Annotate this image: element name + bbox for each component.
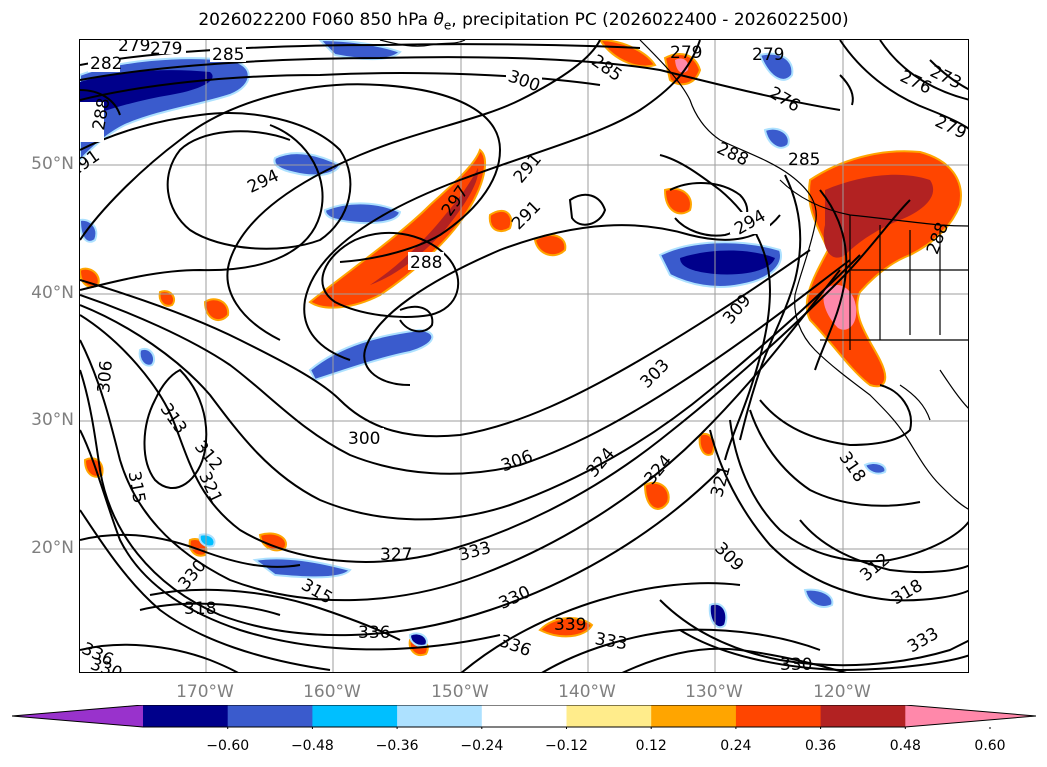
colorbar-tick-label: 0.36	[805, 738, 837, 754]
colorbar-swatch	[227, 705, 313, 727]
contour-label: 303	[637, 355, 674, 392]
contour-label: 330	[496, 582, 534, 614]
contour-label: 321	[194, 469, 226, 507]
colorbar-swatch	[651, 705, 737, 727]
contour-label: 291	[80, 146, 104, 181]
colorbar-swatch	[397, 705, 483, 727]
contour-label: 279	[752, 45, 784, 65]
colorbar-tick-label: 0.24	[720, 738, 752, 754]
colorbar-swatch	[481, 705, 567, 727]
contour-label: 282	[90, 54, 122, 74]
lat-label-50n: 50°N	[31, 154, 74, 174]
contour-label: 279	[118, 40, 150, 56]
lon-label-160w: 160°W	[303, 682, 361, 702]
contour-label: 288	[714, 139, 752, 171]
contour-label: 315	[124, 470, 149, 505]
lat-label-40n: 40°N	[31, 283, 74, 303]
colorbar-swatch	[820, 705, 906, 727]
contour-label-bg	[116, 40, 186, 54]
contour-label: 291	[508, 197, 545, 234]
contour-label: 294	[244, 166, 282, 198]
colorbar-tick-label: −0.36	[375, 738, 419, 754]
theta-e-contours	[80, 40, 968, 672]
lon-label-130w: 130°W	[685, 682, 743, 702]
contour-label: 312	[190, 437, 226, 475]
precip-west-coast-peak	[823, 284, 857, 330]
contour-label: 279	[150, 40, 182, 59]
contour-label: 312	[856, 549, 894, 585]
contour-label: 321	[707, 463, 735, 500]
colorbar-outline	[12, 705, 1036, 728]
colorbar-tick-label: 0.60	[974, 738, 1006, 754]
contour-label: 294	[731, 206, 769, 240]
contour-label: 273	[927, 62, 965, 94]
contour-label: 285	[212, 45, 244, 65]
contour-label: 333	[904, 624, 942, 658]
lat-label-30n: 30°N	[31, 410, 74, 430]
colorbar-tick-label: −0.48	[290, 738, 334, 754]
contour-label: 309	[719, 291, 755, 329]
contour-label: 318	[184, 599, 216, 619]
contour-label: 291	[510, 150, 546, 188]
lon-label-150w: 150°W	[431, 682, 489, 702]
colorbar-tick-label: −0.12	[545, 738, 588, 754]
colorbar	[12, 705, 1036, 729]
contour-label: 333	[593, 629, 628, 654]
colorbar-tick-label: 0.12	[635, 738, 667, 754]
colorbar-tick-label: 0.48	[889, 738, 921, 754]
contour-label: 279	[670, 43, 702, 63]
map-panel: 279 279 282 285 300 285 279 279 276 276 …	[79, 39, 969, 673]
contour-label: 276	[897, 67, 935, 99]
contour-label: 330	[174, 556, 210, 594]
contour-label: 300	[348, 429, 380, 449]
colorbar-extend-high	[905, 705, 1036, 727]
colorbar-extend-low	[12, 705, 143, 727]
contour-label: 306	[94, 360, 117, 394]
contour-label: 327	[380, 545, 412, 565]
contour-label: 309	[710, 539, 747, 576]
map-canvas: 279 279 282 285 300 285 279 279 276 276 …	[80, 40, 969, 673]
map-title: 2026022200 F060 850 hPa θe, precipitatio…	[198, 10, 849, 33]
colorbar-tick-label: −0.60	[206, 738, 250, 754]
precip-positive-shading	[80, 40, 962, 656]
colorbar-tick-label: −0.24	[460, 738, 504, 754]
contour-label: 318	[834, 448, 869, 486]
contour-label: 336	[496, 631, 533, 661]
contour-label: 330	[780, 655, 812, 673]
lon-label-170w: 170°W	[176, 682, 234, 702]
contour-label: 333	[457, 538, 494, 566]
lon-label-140w: 140°W	[558, 682, 616, 702]
colorbar-swatch	[312, 705, 398, 727]
colorbar-swatch	[735, 705, 822, 727]
precip-west-coast-core	[823, 174, 934, 258]
lon-label-120w: 120°W	[813, 682, 871, 702]
coastlines	[379, 40, 968, 510]
contour-label: 285	[788, 150, 820, 170]
contour-label: 336	[358, 623, 390, 643]
lat-label-20n: 20°N	[31, 538, 74, 558]
contour-label: 306	[498, 446, 535, 476]
colorbar-swatch	[143, 705, 229, 727]
contour-label: 313	[156, 400, 191, 438]
contour-label: 339	[554, 615, 586, 635]
contour-label: 288	[410, 253, 442, 273]
contour-label: 276	[765, 83, 803, 117]
contour-label: 318	[888, 576, 926, 610]
contour-label: 279	[932, 112, 969, 144]
colorbar-swatch	[566, 705, 652, 727]
